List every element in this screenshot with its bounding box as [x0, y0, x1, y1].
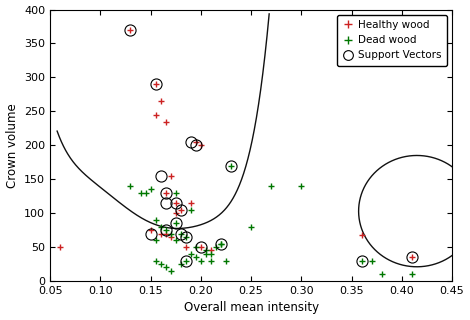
Y-axis label: Crown volume: Crown volume	[6, 103, 18, 188]
X-axis label: Overall mean intensity: Overall mean intensity	[183, 301, 319, 315]
Legend: Healthy wood, Dead wood, Support Vectors: Healthy wood, Dead wood, Support Vectors	[337, 15, 447, 66]
